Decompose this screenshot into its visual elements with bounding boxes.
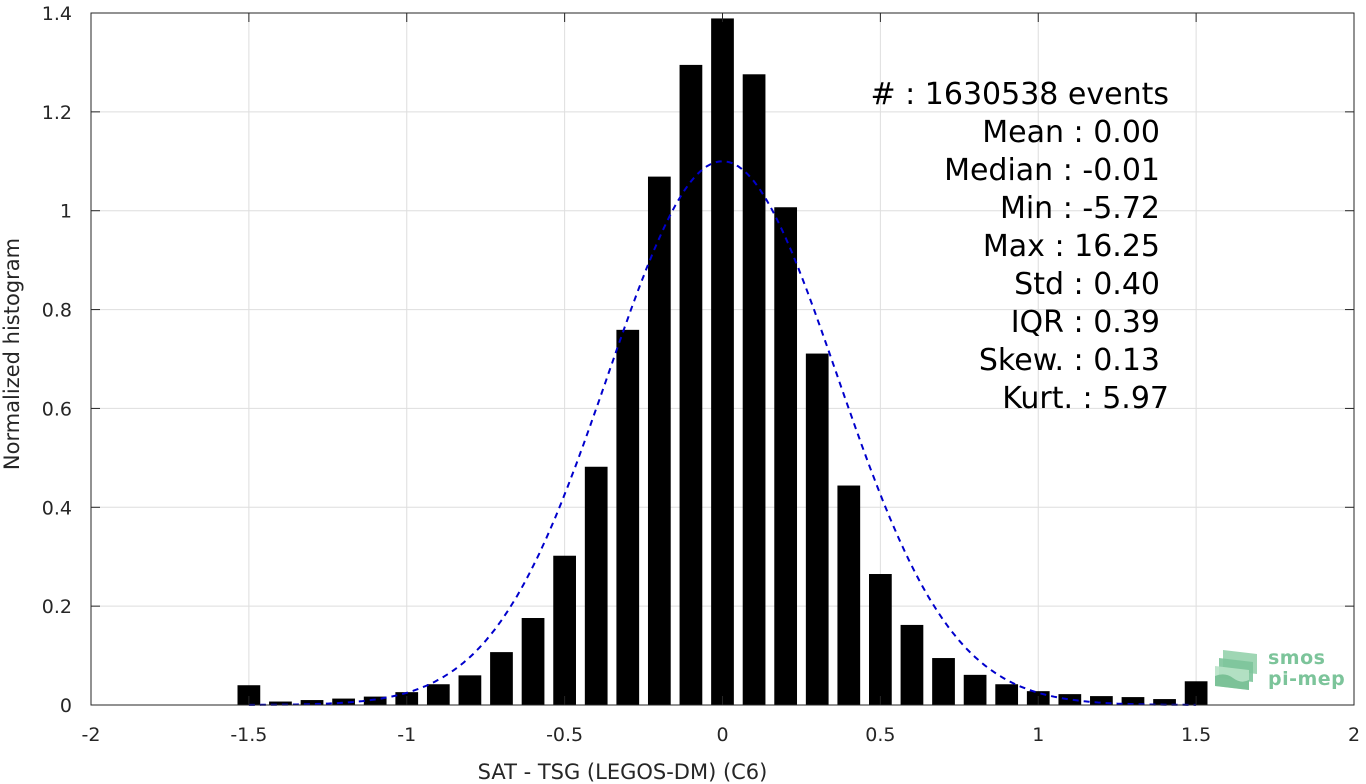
x-tick-label: -0.5: [546, 724, 583, 746]
y-axis-title: Normalized histogram: [0, 238, 24, 470]
histogram-bar: [426, 684, 450, 705]
histogram-bar: [1090, 696, 1113, 705]
y-tick-label: 0.6: [42, 398, 72, 420]
histogram-bar: [616, 329, 640, 705]
histogram-bar: [300, 700, 324, 705]
axis-ticks: [90, 12, 1355, 706]
stat-line: Mean : 0.00: [982, 115, 1160, 150]
y-tick-label: 1: [60, 201, 72, 223]
histogram-bar: [1184, 681, 1208, 705]
histogram-bar: [837, 485, 861, 705]
histogram-bar: [900, 624, 924, 705]
histogram-bar: [1121, 697, 1145, 705]
x-tick-label: 0.5: [865, 724, 895, 746]
y-axis-tick-labels: 0 0.2 0.4 0.6 0.8 1 1.2 1.4: [42, 3, 72, 717]
histogram-bar: [869, 574, 892, 705]
histogram-bar: [995, 684, 1019, 705]
stat-line: Skew. : 0.13: [979, 343, 1160, 378]
histogram-bar: [774, 207, 798, 706]
x-tick-label: -1.5: [230, 724, 267, 746]
histogram-bar: [237, 685, 261, 705]
histogram-bar: [711, 18, 734, 706]
x-tick-label: 2: [1348, 724, 1360, 746]
histogram-bar: [363, 696, 387, 705]
histogram-bar: [584, 466, 608, 705]
histogram-bar: [679, 64, 703, 705]
x-tick-label: 0: [716, 724, 728, 746]
stat-line: IQR : 0.39: [1011, 305, 1160, 340]
stat-line: Std : 0.40: [1014, 267, 1160, 302]
y-tick-label: 0.4: [42, 497, 72, 519]
histogram-bar: [332, 698, 355, 705]
histogram-bar: [521, 618, 545, 705]
stat-line: Max : 16.25: [983, 229, 1160, 264]
y-tick-label: 0.8: [42, 300, 72, 322]
stat-line: Median : -0.01: [944, 153, 1160, 188]
stat-line: # : 1630538 events: [870, 77, 1169, 112]
x-tick-label: -2: [82, 724, 101, 746]
logo-line-2: pi-mep: [1268, 668, 1346, 690]
x-tick-label: 1.5: [1181, 724, 1211, 746]
histogram-bar: [932, 658, 955, 705]
histogram-bar: [1153, 699, 1176, 705]
x-tick-label: 1: [1032, 724, 1044, 746]
histogram-bar: [1058, 694, 1082, 705]
histogram-bar: [269, 701, 292, 705]
y-tick-label: 1.2: [42, 102, 72, 124]
stat-line: Min : -5.72: [1000, 191, 1160, 226]
histogram-bar: [490, 652, 513, 705]
y-tick-label: 0: [60, 695, 72, 717]
x-axis-tick-labels: -2 -1.5 -1 -0.5 0 0.5 1 1.5 2: [82, 724, 1361, 746]
histogram-bar: [458, 675, 482, 705]
stat-line: Kurt. : 5.97: [1002, 381, 1169, 416]
x-axis-title: SAT - TSG (LEGOS-DM) (C6): [478, 760, 768, 784]
y-tick-label: 1.4: [42, 3, 72, 25]
logo-line-1: smos: [1268, 647, 1326, 669]
histogram-bar: [805, 353, 829, 705]
y-tick-label: 0.2: [42, 596, 72, 618]
histogram-bar: [553, 555, 576, 705]
histogram-bars: [237, 18, 1208, 706]
histogram-bar: [742, 74, 766, 705]
gaussian-fit-curve: [248, 160, 1197, 706]
x-tick-label: -1: [397, 724, 416, 746]
histogram-bar: [963, 674, 987, 705]
logo-waves-icon: [1215, 650, 1257, 690]
histogram-bar: [647, 176, 671, 705]
smos-pi-mep-logo: smos pi-mep: [1213, 644, 1353, 700]
